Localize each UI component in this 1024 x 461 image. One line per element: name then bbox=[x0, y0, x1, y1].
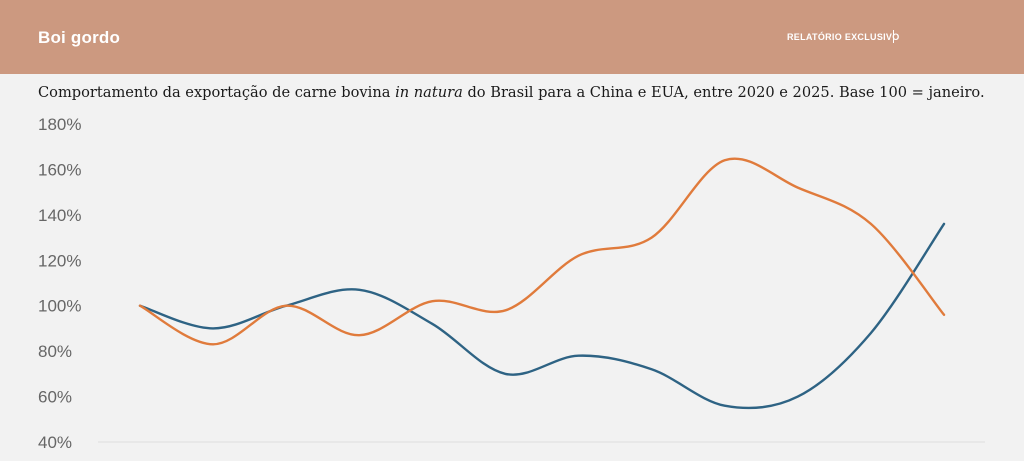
y-tick-label: 80% bbox=[38, 342, 72, 361]
header-divider bbox=[893, 30, 894, 43]
y-tick-label: 140% bbox=[38, 206, 81, 225]
y-tick-label: 120% bbox=[38, 251, 81, 270]
y-tick-label: 180% bbox=[38, 115, 81, 134]
y-tick-label: 160% bbox=[38, 160, 81, 179]
chart-title-part-1: Comportamento da exportação de carne bov… bbox=[38, 84, 396, 101]
site-header: Boi gordo RELATÓRIO EXCLUSIVO bbox=[0, 0, 1024, 74]
chart-title-italic: in natura bbox=[395, 84, 463, 101]
chart-title-part-2: do Brasil para a China e EUA, entre 2020… bbox=[462, 84, 985, 101]
y-axis-ticks: 40% 60% 80% 100% 120% 140% 160% 180% bbox=[38, 115, 81, 452]
line-chart: 40% 60% 80% 100% 120% 140% 160% 180% bbox=[38, 115, 985, 452]
y-tick-label: 40% bbox=[38, 433, 72, 452]
brand-title[interactable]: Boi gordo bbox=[38, 28, 121, 47]
y-tick-label: 60% bbox=[38, 388, 72, 407]
series-layer bbox=[138, 157, 946, 410]
y-tick-label: 100% bbox=[38, 297, 81, 316]
exclusive-report-link[interactable]: RELATÓRIO EXCLUSIVO bbox=[787, 32, 900, 42]
series-line-orange[interactable] bbox=[138, 157, 946, 346]
chart-title: Comportamento da exportação de carne bov… bbox=[38, 84, 1008, 101]
